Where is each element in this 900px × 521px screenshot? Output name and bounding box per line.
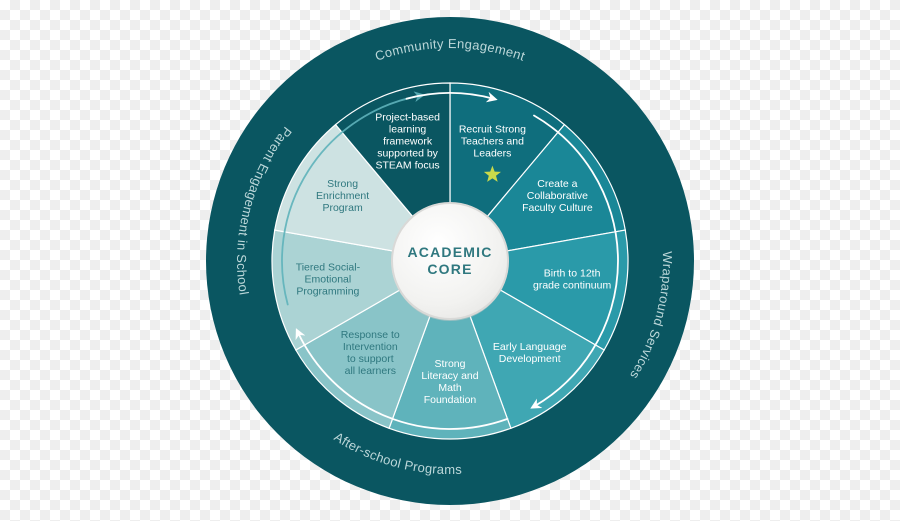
- wheel-slice-label: Birth to 12thgrade continuum: [533, 267, 611, 291]
- wheel-slice-label: Project-basedlearningframeworksupported …: [375, 111, 440, 171]
- wheel-slice-label: Response toInterventionto supportall lea…: [341, 329, 400, 377]
- academic-core-wheel-diagram: Community EngagementWraparound ServicesA…: [0, 0, 900, 521]
- wheel-slice-label: Tiered Social-EmotionalProgramming: [296, 261, 361, 297]
- wheel-slice-label: Early LanguageDevelopment: [493, 341, 567, 365]
- diagram-stage: Community EngagementWraparound ServicesA…: [0, 0, 900, 521]
